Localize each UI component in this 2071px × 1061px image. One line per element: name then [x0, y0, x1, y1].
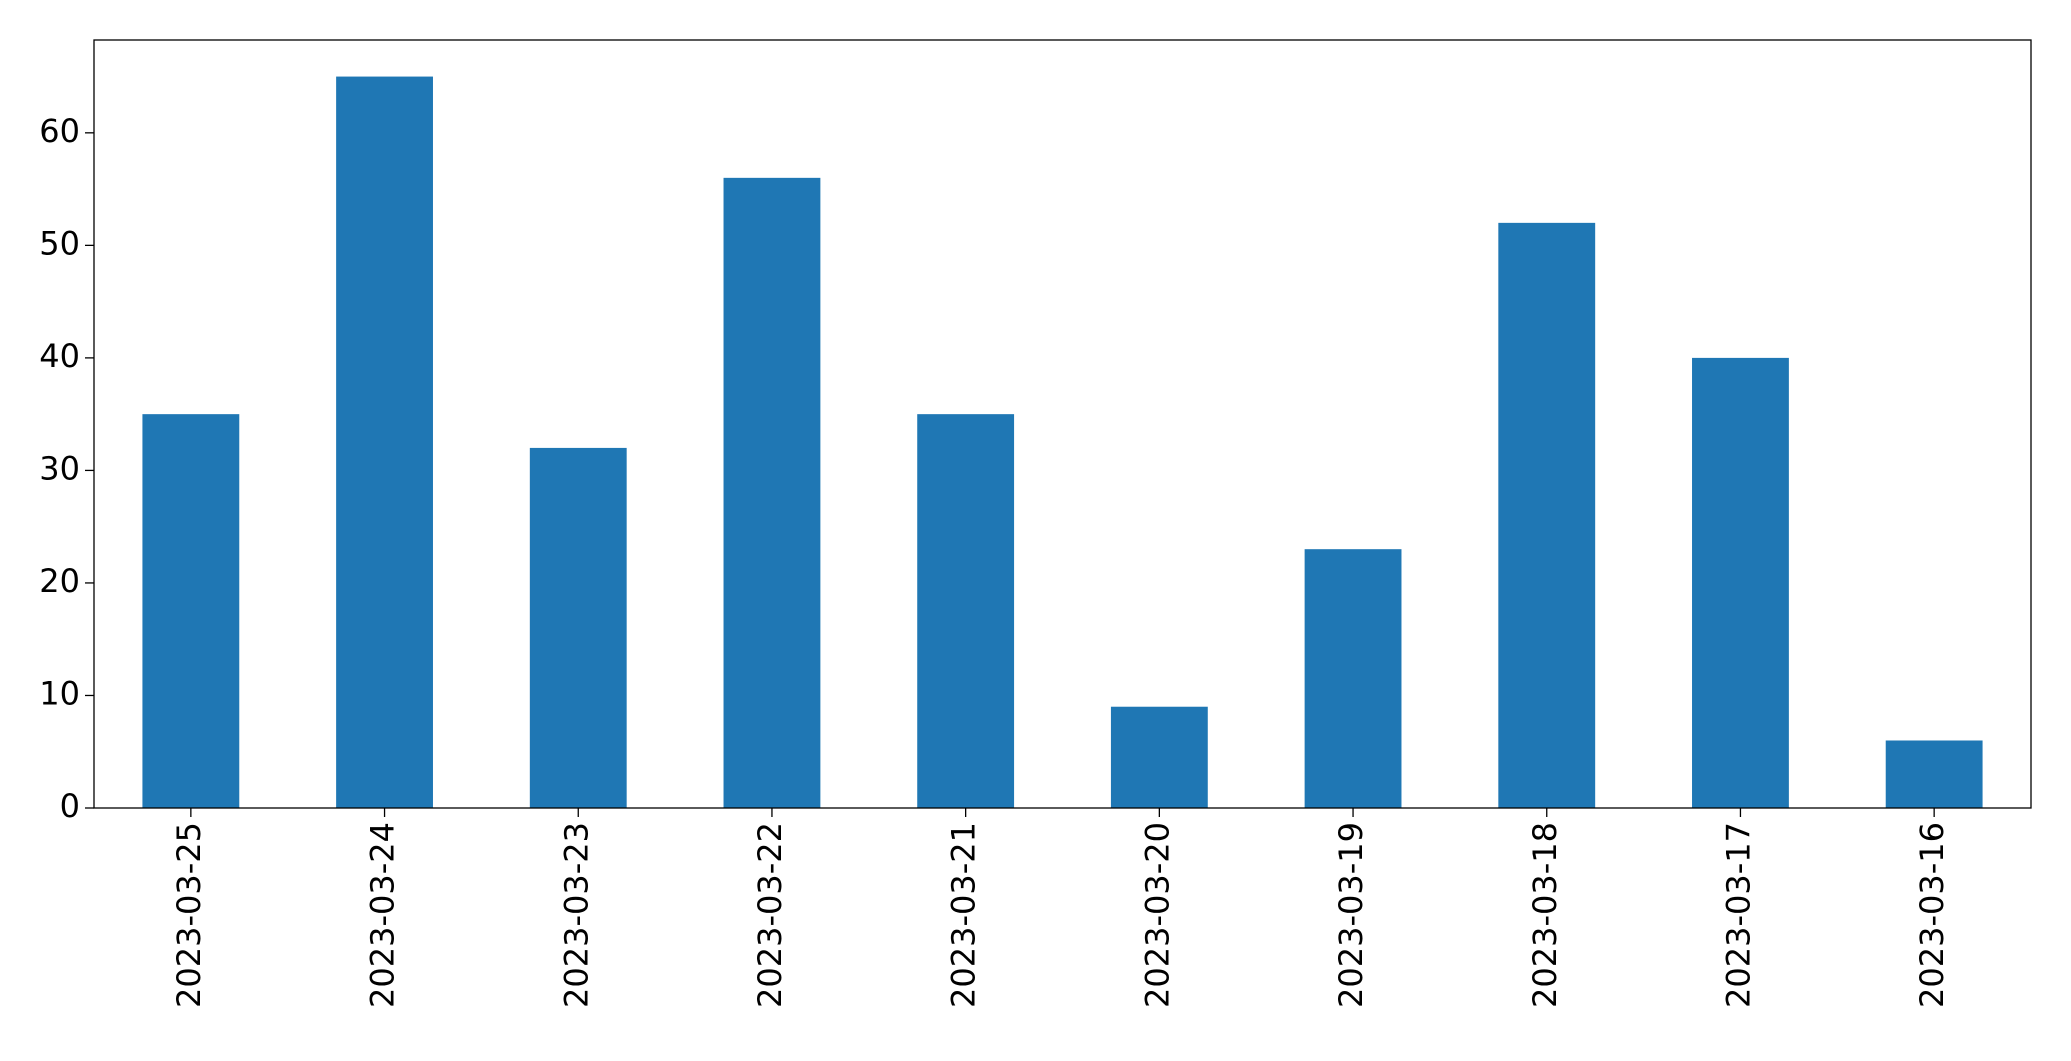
bar: [1110, 706, 1208, 808]
y-tick-label: 20: [39, 562, 80, 600]
y-tick-label: 10: [39, 674, 80, 712]
x-tick-label: 2023-03-22: [751, 822, 789, 1008]
bar: [529, 447, 627, 808]
x-tick-label: 2023-03-25: [170, 822, 208, 1008]
x-tick-label: 2023-03-18: [1526, 822, 1564, 1008]
y-tick-label: 40: [39, 337, 80, 375]
x-tick-label: 2023-03-17: [1719, 822, 1757, 1008]
x-tick-label: 2023-03-20: [1138, 822, 1176, 1008]
bar: [1498, 222, 1596, 808]
bar: [142, 414, 240, 808]
bar: [336, 76, 433, 809]
y-tick-label: 30: [39, 449, 80, 487]
y-tick-label: 50: [39, 224, 80, 262]
plot-frame: [93, 39, 2032, 809]
x-tick-label: 2023-03-16: [1913, 822, 1951, 1008]
bar: [1692, 357, 1789, 808]
x-tick-label: 2023-03-19: [1332, 822, 1370, 1008]
y-tick-label: 0: [60, 787, 80, 825]
x-tick-label: 2023-03-23: [557, 822, 595, 1008]
bar: [1304, 549, 1402, 808]
bar: [917, 414, 1015, 808]
x-tick-label: 2023-03-21: [945, 822, 983, 1008]
y-tick-label: 60: [39, 112, 80, 150]
bar: [723, 177, 821, 808]
bar: [1885, 740, 1983, 808]
x-tick-label: 2023-03-24: [364, 822, 402, 1008]
